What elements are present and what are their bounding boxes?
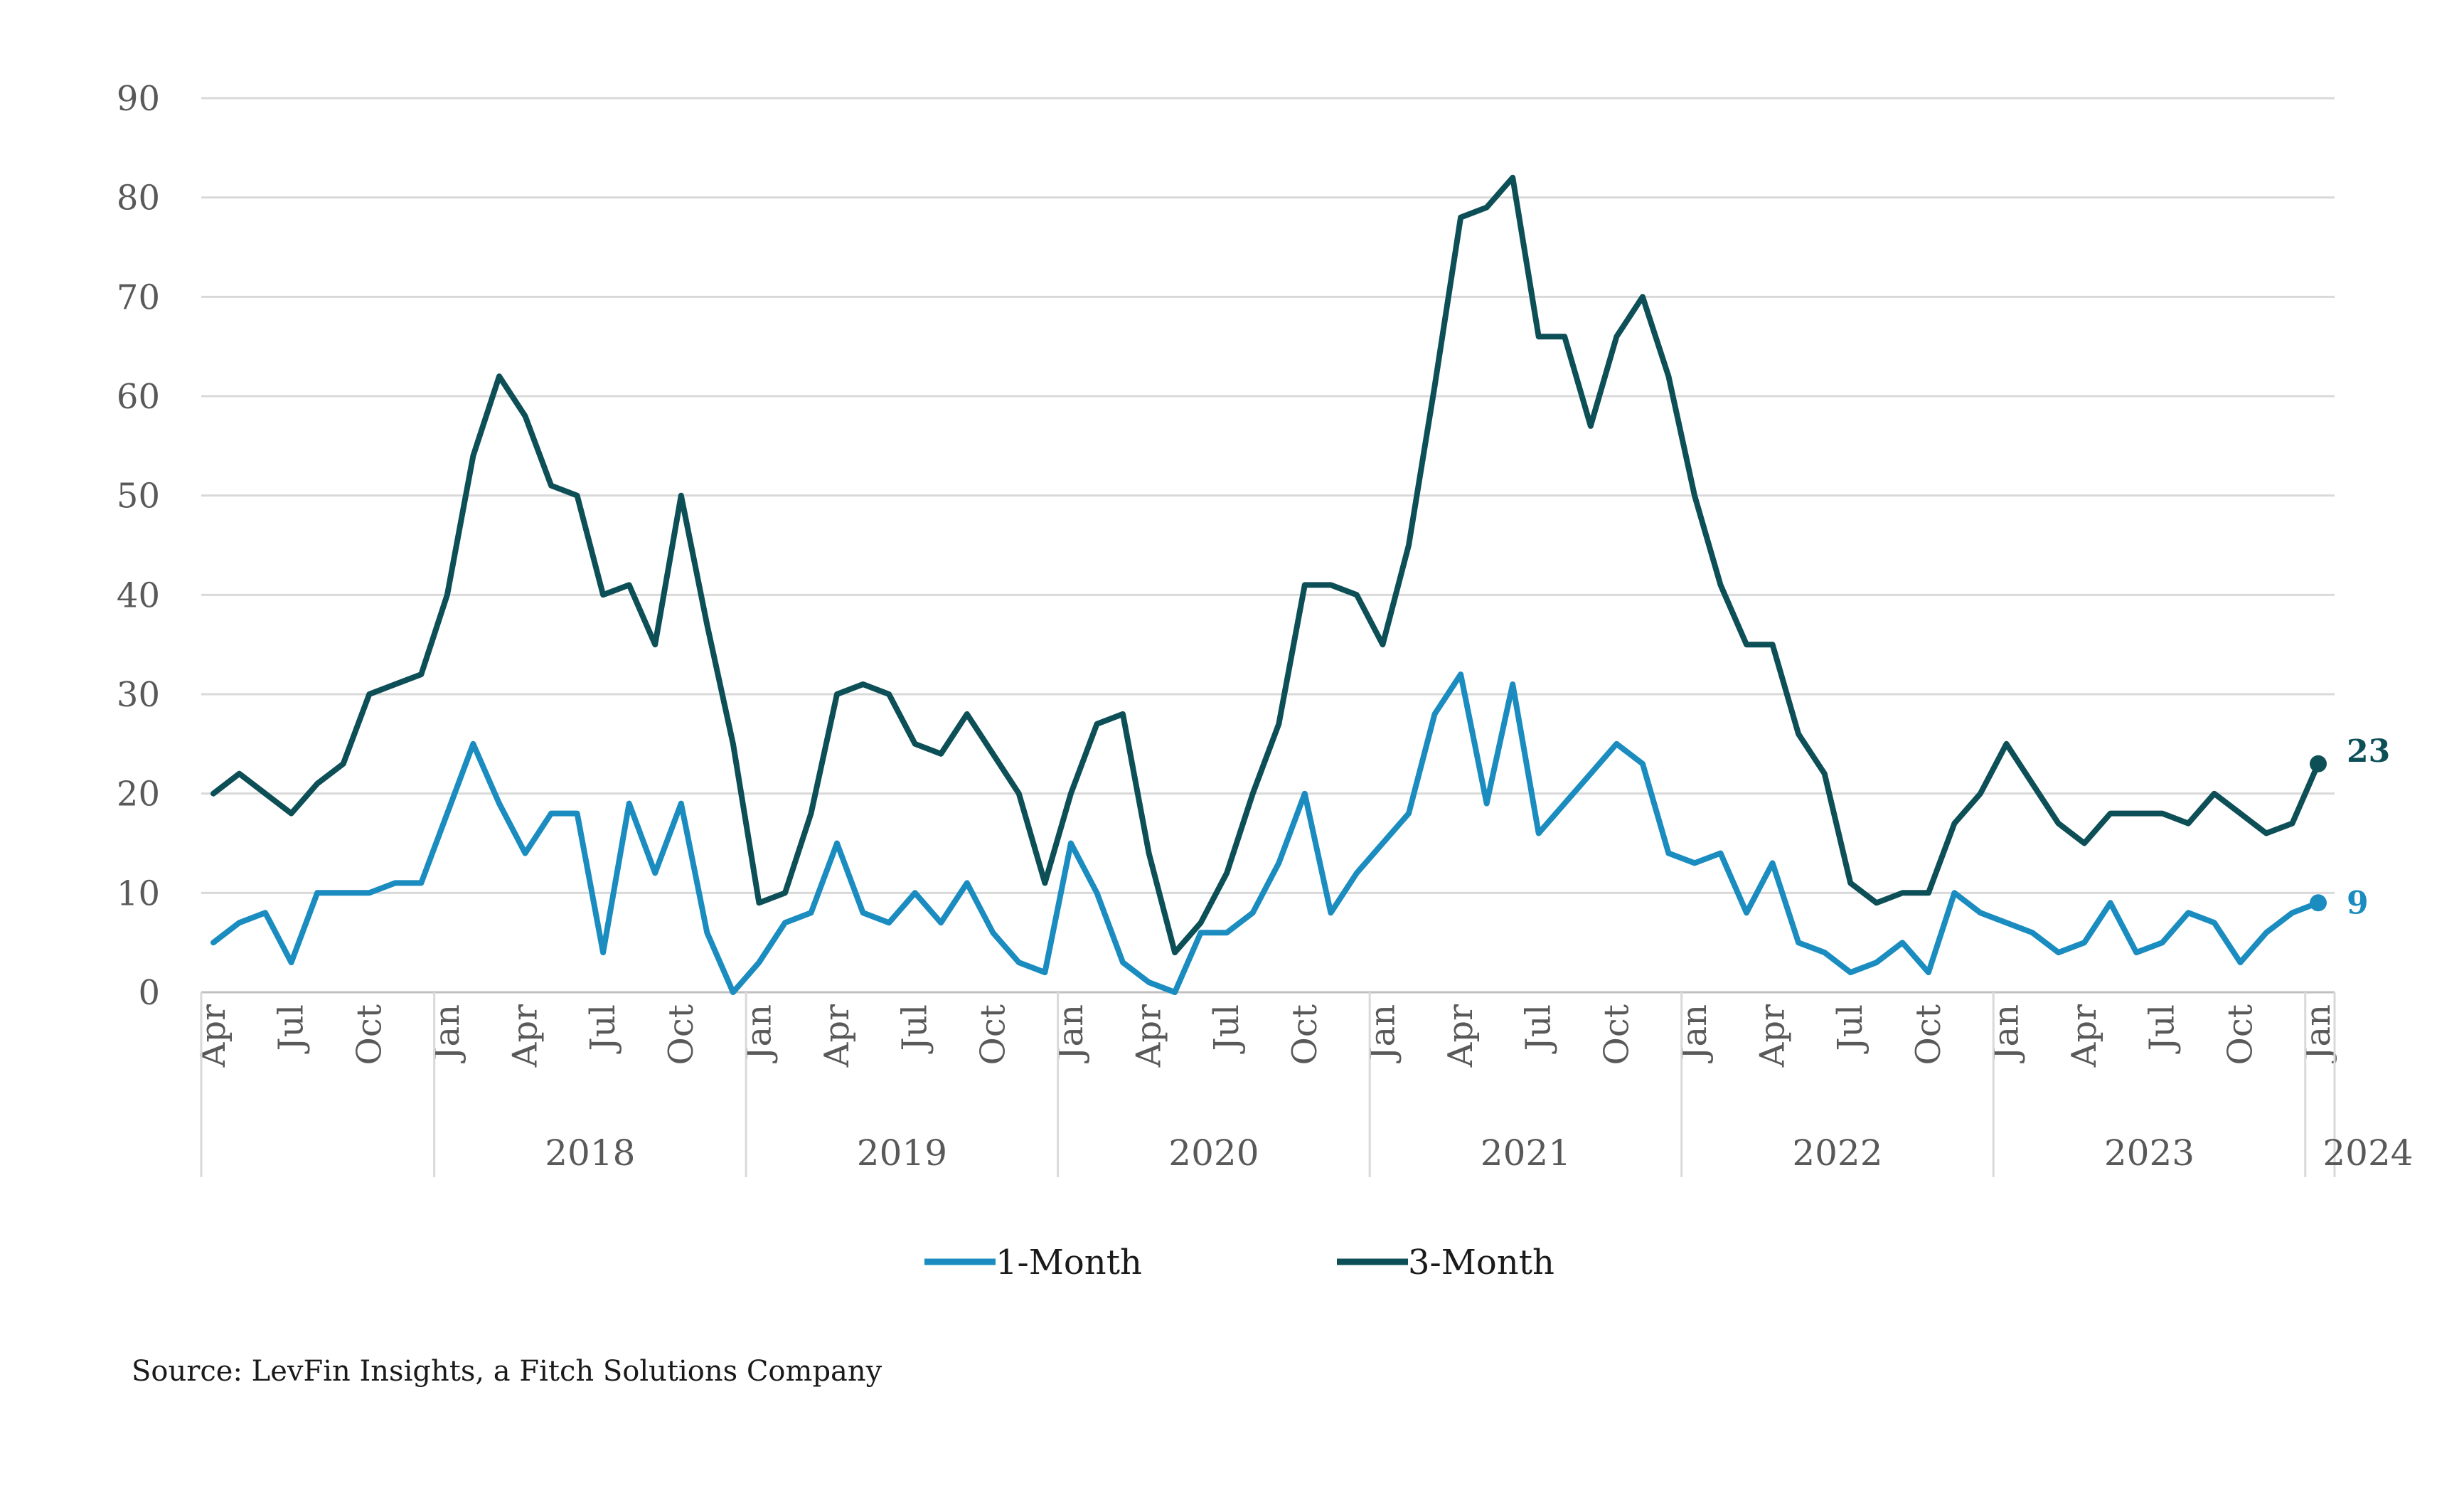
y-tick-label: 90: [117, 79, 160, 119]
year-label: 2019: [857, 1132, 947, 1174]
year-label: 2020: [1168, 1132, 1259, 1174]
x-axis: Apr Jul Oct Jan Apr Jul Oct Jan Apr Jul Oct Jan Apr J…: [193, 991, 2414, 1177]
y-tick-label: 0: [138, 973, 160, 1013]
y-tick-label: 10: [117, 873, 160, 913]
end-value-label: 9: [2347, 885, 2369, 921]
year-label: 2022: [1792, 1132, 1882, 1174]
end-value-label: 23: [2347, 733, 2390, 770]
x-tick-label: Jul: [895, 1004, 935, 1055]
source-note: Source: LevFin Insights, a Fitch Solutio…: [132, 1355, 882, 1388]
legend-label: 1-Month: [996, 1243, 1142, 1282]
x-tick-label: Jul: [1207, 1004, 1247, 1055]
data-point: [2310, 755, 2327, 772]
y-axis-ticks: 0 10 20 30 40 50 60 70 80 90: [117, 79, 160, 1013]
year-label: 2018: [545, 1132, 635, 1174]
year-label: 2021: [1481, 1132, 1571, 1174]
y-tick-label: 80: [117, 179, 160, 218]
y-tick-label: 70: [117, 277, 160, 317]
x-tick-label: Jul: [2143, 1004, 2182, 1055]
x-tick-label: Oct: [349, 1004, 389, 1066]
y-tick-label: 20: [117, 775, 160, 814]
data-point: [2310, 894, 2327, 912]
x-tick-label: Oct: [973, 1004, 1013, 1066]
year-label: 2024: [2322, 1132, 2413, 1174]
x-tick-label: Apr: [817, 1004, 857, 1068]
x-tick-label: Oct: [2220, 1004, 2260, 1066]
x-tick-label: Apr: [1129, 1004, 1169, 1068]
x-tick-label: Jul: [1519, 1004, 1559, 1055]
x-tick-label: Jul: [583, 1004, 623, 1055]
series-line-3-month: [210, 174, 2321, 956]
x-tick-label: Apr: [1441, 1004, 1481, 1068]
x-tick-label: Apr: [506, 1004, 545, 1068]
x-tick-label: Oct: [661, 1004, 701, 1066]
y-tick-label: 40: [117, 575, 160, 615]
y-tick-label: 60: [117, 377, 160, 417]
series-line-1-month: [210, 671, 2321, 995]
x-tick-label: Jul: [1830, 1004, 1870, 1055]
x-tick-label: Apr: [2064, 1004, 2104, 1068]
x-tick-label: Oct: [1285, 1004, 1325, 1066]
x-tick-label: Apr: [193, 1004, 233, 1068]
legend-label: 3-Month: [1408, 1243, 1554, 1282]
x-tick-label: Oct: [1596, 1004, 1636, 1066]
y-tick-label: 30: [117, 675, 160, 715]
legend: 1-Month 3-Month: [924, 1243, 1554, 1282]
end-labels: 9 23: [2347, 733, 2390, 922]
x-tick-label: Apr: [1753, 1004, 1793, 1068]
y-tick-label: 50: [117, 477, 160, 516]
gridlines: [201, 97, 2335, 894]
year-label: 2023: [2104, 1132, 2194, 1174]
series-lines: [210, 174, 2327, 995]
x-tick-label: Jul: [272, 1004, 311, 1055]
x-tick-label: Oct: [1909, 1004, 1948, 1066]
